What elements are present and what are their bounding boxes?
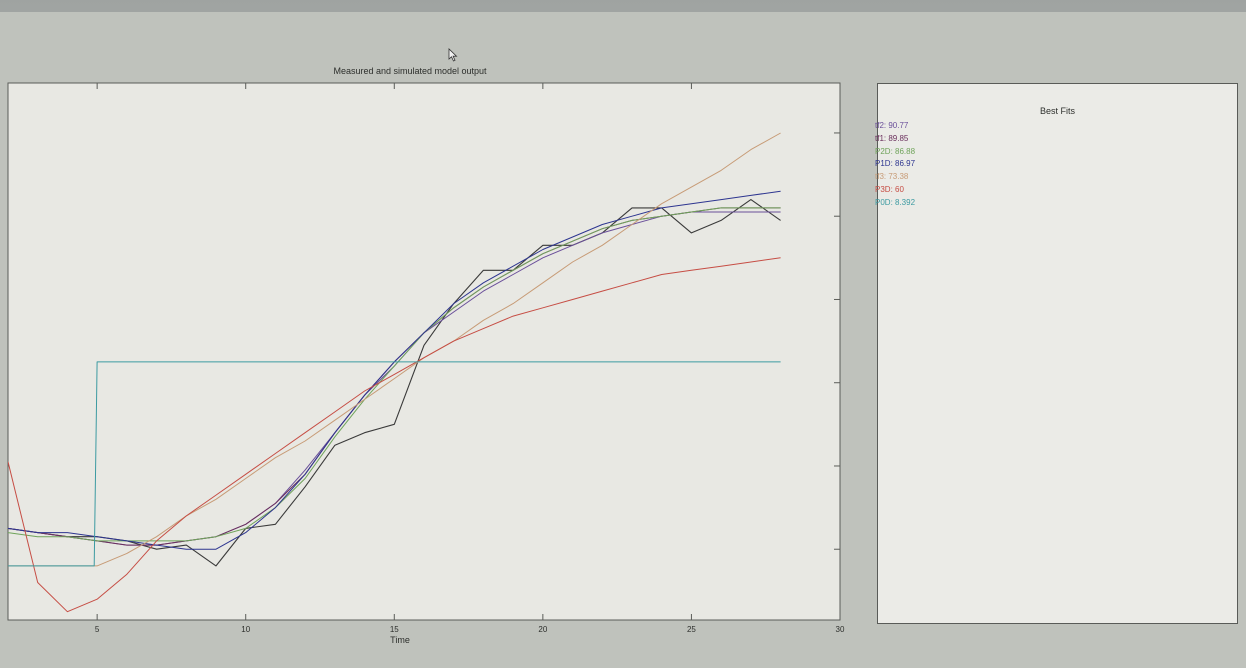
x-tick-label: 20	[538, 625, 547, 634]
legend-entry: P0D: 8.392	[875, 197, 916, 207]
legend-entry: tf2: 90.77	[875, 121, 909, 130]
x-tick-labels: 5 10 15 20 25 30	[95, 625, 845, 634]
series-line-5	[8, 132, 781, 567]
legend-entry: P2D: 86.88	[875, 146, 916, 156]
series-line-6	[8, 257, 781, 613]
best-fits-panel: Best Fits tf2: 90.77 tf1: 89.85 P2D: 86.88…	[875, 83, 1238, 624]
series-group	[8, 132, 781, 613]
x-tick-label: 15	[390, 625, 399, 634]
best-fits-list: tf2: 90.77 tf1: 89.85 P2D: 86.88 P1D: 86.97…	[875, 120, 915, 210]
axes-area	[7, 82, 841, 621]
chart-title: Measured and simulated model output	[333, 66, 487, 76]
x-axis-label: Time	[390, 635, 410, 645]
x-tick-label: 5	[95, 625, 100, 634]
x-tick-label: 30	[836, 625, 845, 634]
legend-entry: tf3: 73.38	[875, 172, 909, 182]
series-line-7	[8, 361, 781, 567]
mouse-cursor-icon	[448, 48, 458, 62]
best-fits-title: Best Fits	[1039, 106, 1075, 116]
legend-entry: P3D: 60	[875, 184, 904, 194]
series-line-3	[8, 207, 781, 542]
series-line-measured	[8, 199, 781, 567]
legend-entry: P1D: 86.97	[875, 159, 916, 169]
x-tick-label: 25	[687, 625, 696, 634]
legend-entry: tf1: 89.85	[875, 133, 909, 143]
x-tick-label: 10	[241, 625, 250, 634]
axes-ticks	[96, 83, 841, 620]
